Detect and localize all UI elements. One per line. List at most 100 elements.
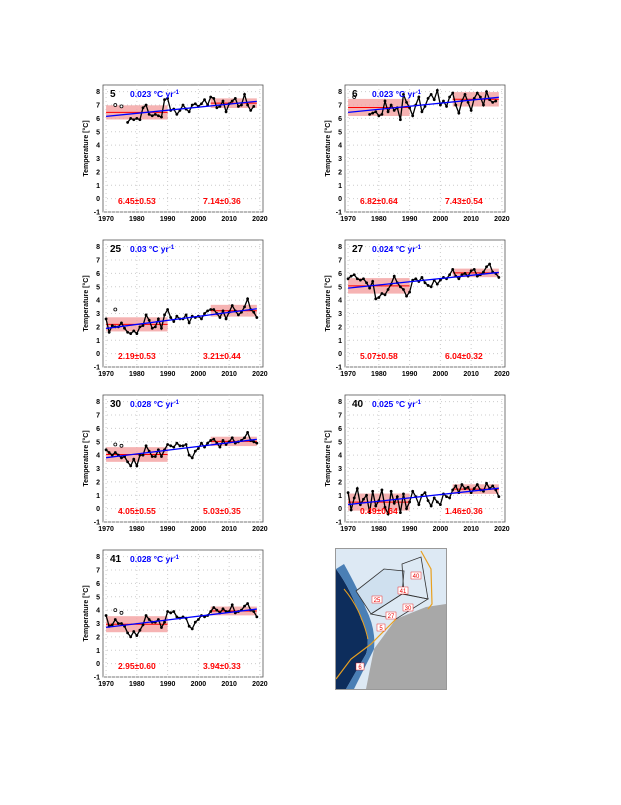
data-point — [224, 110, 228, 114]
data-point — [482, 103, 485, 107]
data-point — [252, 310, 256, 314]
data-point — [426, 96, 430, 100]
data-point — [365, 493, 368, 497]
data-point — [398, 118, 402, 122]
y-tick-label: 6 — [338, 271, 342, 278]
plot-area — [344, 239, 506, 368]
trend-slope-label: 0.028 °C yr-1 — [130, 399, 180, 409]
data-point — [485, 90, 488, 94]
y-tick-label: 3 — [338, 156, 342, 163]
data-point — [166, 610, 170, 613]
data-point — [371, 111, 375, 115]
data-point — [169, 316, 173, 319]
data-point — [200, 102, 203, 106]
data-point — [411, 114, 415, 118]
data-point — [181, 103, 185, 107]
data-point — [160, 626, 163, 629]
x-tick-label: 2000 — [433, 526, 449, 533]
data-point — [196, 447, 200, 450]
y-tick-label: 7 — [96, 568, 100, 575]
data-point — [172, 320, 176, 323]
data-point — [150, 326, 154, 330]
data-point — [163, 620, 166, 624]
y-tick-label: 1 — [338, 338, 342, 345]
data-point — [193, 449, 197, 453]
x-tick-label: 1990 — [160, 216, 176, 223]
y-axis-label: Temperature [°C] — [82, 585, 90, 641]
x-tick-label: 2010 — [221, 526, 237, 533]
data-point — [445, 495, 448, 498]
late-mean-label: 5.03±0.35 — [203, 506, 241, 516]
data-point — [386, 110, 390, 114]
y-tick-label: 6 — [96, 116, 100, 123]
data-point — [212, 308, 216, 311]
late-mean-label: 7.43±0.54 — [445, 196, 483, 206]
data-point — [147, 318, 151, 322]
data-point — [349, 508, 353, 512]
data-point — [190, 627, 194, 631]
data-point — [190, 103, 194, 107]
data-point — [135, 117, 139, 120]
data-point — [193, 620, 197, 624]
y-tick-label: 5 — [338, 129, 342, 136]
y-tick-label: 3 — [96, 466, 100, 473]
data-point — [377, 296, 381, 299]
data-point — [429, 285, 433, 289]
y-tick-label: -1 — [336, 520, 342, 527]
x-tick-label: 1980 — [371, 371, 387, 378]
data-point — [255, 615, 259, 619]
data-point — [212, 96, 216, 100]
data-point — [478, 95, 482, 99]
x-tick-label: 2020 — [252, 216, 268, 223]
x-tick-label: 1970 — [98, 526, 114, 533]
data-point — [233, 96, 237, 100]
data-point — [252, 610, 256, 613]
data-point — [175, 441, 179, 445]
data-point — [175, 113, 179, 116]
region-map: 40 41 25 30 27 5 6 — [335, 548, 447, 690]
y-tick-label: 6 — [96, 581, 100, 588]
x-tick-label: 1980 — [129, 216, 145, 223]
data-point — [451, 268, 455, 271]
y-tick-label: 4 — [338, 453, 342, 460]
y-tick-label: 4 — [96, 453, 100, 460]
y-tick-label: 5 — [96, 284, 100, 291]
data-point — [243, 604, 246, 608]
data-point — [463, 272, 467, 275]
data-point — [221, 309, 225, 313]
data-point — [209, 610, 213, 613]
data-point — [215, 608, 219, 612]
y-tick-label: 0 — [96, 196, 100, 203]
x-tick-label: 2020 — [494, 216, 510, 223]
data-point — [402, 92, 405, 96]
data-point — [380, 488, 384, 492]
panel-label: 30 — [110, 399, 122, 410]
data-point — [448, 95, 452, 99]
data-point — [132, 329, 136, 333]
x-tick-label: 2010 — [221, 681, 237, 688]
x-tick-label: 1970 — [98, 216, 114, 223]
x-tick-label: 1990 — [160, 681, 176, 688]
y-tick-label: 5 — [338, 439, 342, 446]
data-point — [346, 491, 350, 494]
y-tick-label: 0 — [96, 506, 100, 513]
x-tick-label: 2010 — [221, 216, 237, 223]
data-point — [163, 313, 166, 317]
y-tick-label: 1 — [96, 183, 100, 190]
data-point — [138, 118, 142, 122]
trend-line — [348, 96, 499, 114]
data-point — [491, 100, 495, 104]
x-tick-label: 2020 — [252, 681, 268, 688]
data-point — [383, 99, 387, 103]
y-tick-label: 6 — [96, 426, 100, 433]
data-point — [116, 622, 120, 625]
data-point — [380, 292, 384, 295]
data-point — [230, 99, 234, 103]
y-tick-label: 7 — [96, 413, 100, 420]
x-tick-label: 2010 — [463, 526, 479, 533]
data-point — [200, 441, 203, 445]
plot-area — [102, 239, 264, 368]
data-point — [169, 611, 173, 615]
data-point — [460, 273, 464, 277]
trend-line — [348, 271, 499, 289]
